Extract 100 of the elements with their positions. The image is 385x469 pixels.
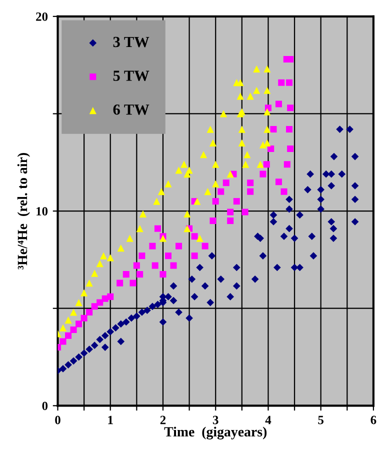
point (202, 242, 208, 250)
point (286, 79, 293, 86)
point (246, 92, 254, 100)
point (80, 314, 88, 322)
point (278, 79, 285, 86)
point (264, 108, 271, 116)
x-tick-label: 4 (265, 416, 272, 424)
point (160, 271, 166, 278)
point (158, 188, 165, 196)
point (196, 234, 204, 242)
point (64, 316, 72, 324)
point (260, 170, 266, 178)
point (284, 161, 290, 168)
point (280, 188, 288, 195)
point (136, 225, 144, 232)
point (206, 126, 214, 133)
y-tick-label: 10 (36, 207, 48, 216)
point (59, 324, 67, 332)
point (236, 92, 244, 100)
legend-label: 6 TW (113, 104, 150, 115)
point (247, 180, 254, 186)
point (200, 151, 208, 158)
y-tick-label: 0 (42, 402, 48, 410)
point (152, 262, 158, 269)
point (184, 225, 191, 232)
point (264, 65, 271, 73)
point (263, 161, 270, 168)
point (126, 234, 134, 242)
point (170, 262, 177, 269)
point (164, 180, 172, 188)
point (227, 218, 234, 224)
point (256, 160, 264, 168)
point (176, 242, 182, 250)
x-tick-label: 6 (370, 416, 376, 424)
point (220, 110, 228, 118)
point (242, 160, 250, 168)
point (286, 126, 293, 133)
point (80, 289, 88, 296)
point (133, 262, 140, 269)
point (184, 210, 191, 218)
point (60, 338, 66, 345)
point (270, 126, 277, 133)
point (275, 178, 282, 186)
point (70, 326, 77, 334)
point (287, 146, 294, 152)
x-tick-label: 5 (318, 416, 324, 424)
point (191, 252, 198, 260)
x-tick-label: 2 (160, 416, 166, 424)
legend-label: 3 TW (113, 36, 150, 48)
point (209, 139, 217, 146)
x-tick-label: 3 (212, 416, 218, 424)
point (236, 79, 244, 86)
point (210, 218, 216, 224)
point (238, 126, 246, 133)
point (186, 166, 193, 174)
point (86, 309, 93, 316)
point (264, 126, 271, 133)
point (154, 225, 161, 232)
point (268, 146, 274, 152)
point (242, 208, 248, 216)
point (238, 139, 246, 146)
y-axis-title: ³He/⁴He (rel. to air) (17, 153, 30, 270)
point (106, 254, 114, 262)
point (76, 320, 82, 328)
point (226, 170, 234, 178)
point (96, 260, 104, 268)
point (122, 271, 130, 278)
point (86, 280, 93, 287)
point (70, 308, 78, 316)
point (153, 198, 160, 205)
point (222, 180, 230, 186)
point (130, 280, 136, 286)
point (100, 252, 108, 260)
point (138, 252, 146, 260)
x-tick-label: 1 (108, 416, 113, 424)
point (117, 244, 124, 252)
point (96, 299, 104, 306)
point (194, 198, 201, 205)
point (180, 160, 188, 168)
point (233, 198, 240, 205)
point (91, 270, 98, 277)
point (287, 104, 294, 112)
point (164, 252, 172, 260)
point (75, 298, 82, 306)
x-tick-label: 0 (55, 416, 60, 424)
point (264, 86, 271, 94)
point (212, 180, 220, 188)
point (244, 151, 251, 158)
point (218, 188, 224, 195)
point (107, 293, 114, 300)
y-tick-label: 20 (36, 12, 48, 21)
point (253, 86, 260, 94)
point (227, 208, 234, 216)
point (212, 160, 220, 168)
point (259, 141, 266, 148)
point (264, 139, 271, 146)
point (191, 233, 198, 240)
point (136, 271, 144, 278)
point (275, 100, 282, 108)
point (253, 65, 260, 73)
